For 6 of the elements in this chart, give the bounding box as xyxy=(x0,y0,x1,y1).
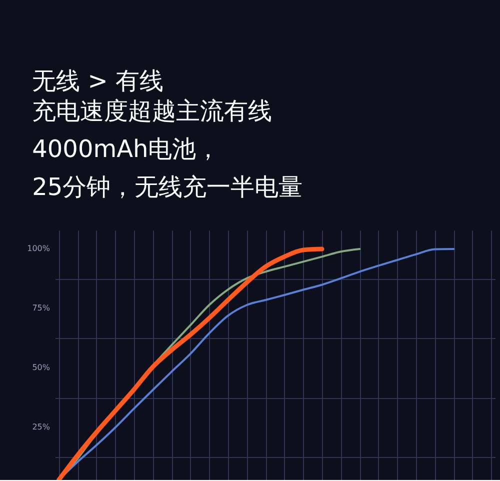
y-tick-label: 100% xyxy=(27,244,50,254)
y-tick-label: 25% xyxy=(32,422,50,432)
chart-title: 无线 > 有线 xyxy=(32,67,164,95)
y-tick-label: 50% xyxy=(32,363,50,372)
y-tick-label: 75% xyxy=(32,304,50,313)
chart-subtitle: 充电速度超越主流有线 4000mAh电池， 25分钟，无线充一半电量 xyxy=(32,97,303,201)
